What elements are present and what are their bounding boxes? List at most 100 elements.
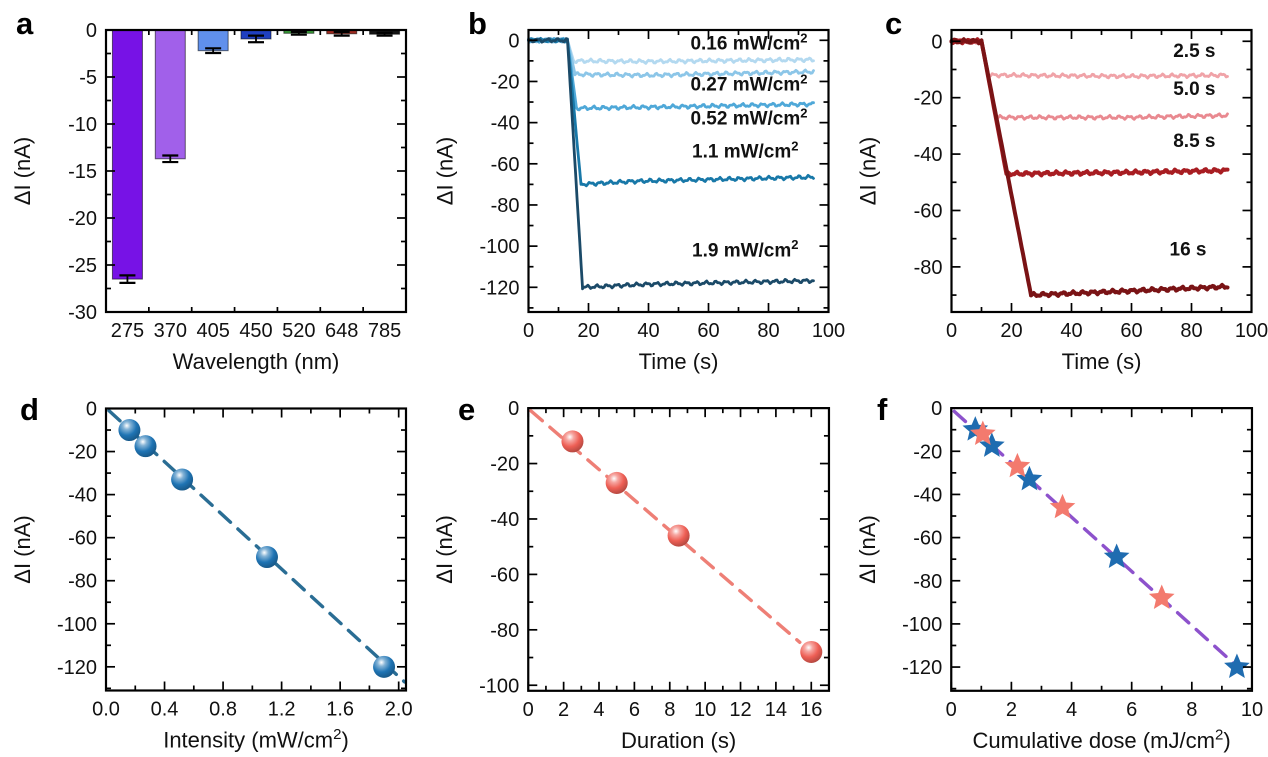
svg-text:0: 0 — [523, 320, 534, 342]
fit-line — [107, 408, 407, 684]
trace-0 — [950, 38, 1229, 80]
svg-text:0: 0 — [508, 30, 519, 52]
star-point — [1103, 543, 1130, 569]
svg-text:-40: -40 — [914, 144, 943, 166]
bar-series — [111, 29, 401, 284]
panel-e: e 0 2 4 6 8 10 12 14 16 0 -20 -40 -60 -80 -100 Duration… — [422, 378, 845, 757]
axes: 0 2 4 6 8 10 12 14 16 0 -20 -40 -60 -80 -100 Duration (… — [432, 398, 831, 753]
svg-text:ΔI (nA): ΔI (nA) — [855, 515, 880, 584]
svg-text:ΔI (nA): ΔI (nA) — [10, 515, 35, 583]
svg-text:100: 100 — [812, 320, 845, 342]
svg-text:-25: -25 — [68, 255, 97, 277]
svg-text:-40: -40 — [68, 485, 97, 507]
svg-text:1.9 mW/cm2: 1.9 mW/cm2 — [692, 237, 799, 261]
svg-text:1.2: 1.2 — [268, 699, 296, 721]
axes: 0 2 4 6 8 10 0 -20 -40 -60 -80 -100 -120 Cumulative d… — [855, 398, 1263, 753]
svg-text:6: 6 — [629, 699, 640, 721]
svg-text:10: 10 — [694, 699, 716, 721]
svg-text:ΔI (nA): ΔI (nA) — [10, 137, 35, 205]
svg-text:-100: -100 — [479, 675, 519, 697]
svg-text:-15: -15 — [68, 161, 97, 183]
panel-b: b 0.16 mW/cm2 0.27 mW/cm2 0.52 mW/cm2 1.1 m… — [422, 0, 845, 378]
svg-text:14: 14 — [765, 699, 787, 721]
svg-text:0: 0 — [931, 31, 942, 53]
svg-text:16 s: 16 s — [1170, 240, 1207, 261]
svg-text:-40: -40 — [913, 484, 942, 506]
svg-text:785: 785 — [368, 320, 401, 342]
scatter-series — [107, 408, 407, 684]
panel-f-scatter-chart: 0 2 4 6 8 10 0 -20 -40 -60 -80 -100 -120 Cumulative d… — [855, 398, 1263, 753]
svg-text:60: 60 — [697, 320, 719, 342]
panel-a-bar-chart: 275 370 405 450 520 648 785 0 -5 -10 -15 -20 -25 -30 W… — [10, 20, 408, 374]
axes: 0 20 40 60 80 100 0 -20 -40 -60 -80 -100 -120 Time (s… — [433, 28, 845, 374]
data-point — [800, 640, 823, 664]
data-point — [605, 471, 628, 494]
svg-text:-60: -60 — [914, 200, 943, 222]
svg-text:80: 80 — [757, 320, 779, 342]
axes: 0 20 40 60 80 100 0 -20 -40 -60 -80 Time (s) ΔI (nA) — [856, 28, 1268, 374]
trace-2 — [527, 37, 815, 112]
svg-text:0: 0 — [508, 398, 519, 420]
svg-text:-5: -5 — [79, 67, 97, 89]
panel-c: c 2.5 s 5.0 s 8.5 s 16 s 0 20 40 60 80 100 0 -20 -40… — [845, 0, 1268, 378]
svg-text:2.5 s: 2.5 s — [1173, 41, 1215, 62]
svg-text:1.1 mW/cm2: 1.1 mW/cm2 — [692, 138, 799, 162]
svg-text:6: 6 — [1126, 699, 1137, 721]
svg-text:-80: -80 — [914, 257, 943, 279]
data-point — [255, 546, 278, 569]
axes: 275 370 405 450 520 648 785 0 -5 -10 -15 -20 -25 -30 W… — [10, 20, 408, 374]
star-point — [979, 432, 1005, 457]
svg-text:60: 60 — [1120, 320, 1142, 342]
svg-text:100: 100 — [1235, 320, 1268, 342]
panel-c-traces-chart: 2.5 s 5.0 s 8.5 s 16 s 0 20 40 60 80 100 0 -20 -40 -6… — [856, 28, 1268, 374]
scatter-series — [529, 409, 823, 664]
star-point — [969, 420, 996, 446]
trace-3 — [949, 37, 1230, 299]
svg-text:5.0 s: 5.0 s — [1173, 79, 1215, 100]
svg-text:8: 8 — [664, 699, 675, 721]
svg-text:648: 648 — [325, 320, 358, 342]
svg-text:275: 275 — [111, 320, 144, 342]
svg-text:2: 2 — [558, 699, 569, 721]
svg-text:-100: -100 — [57, 614, 97, 636]
svg-text:0: 0 — [946, 699, 957, 721]
svg-text:0: 0 — [86, 20, 97, 42]
svg-text:-60: -60 — [913, 528, 942, 550]
panel-a: a 275 370 405 450 520 648 785 0 -5 -10 -15 -20 -25 -3… — [0, 0, 422, 378]
svg-text:8: 8 — [1186, 699, 1197, 721]
svg-text:0.16 mW/cm2: 0.16 mW/cm2 — [690, 30, 807, 54]
svg-text:ΔI (nA): ΔI (nA) — [433, 137, 458, 205]
svg-text:0.0: 0.0 — [92, 699, 120, 721]
bar-275nm — [111, 29, 143, 280]
svg-text:ΔI (nA): ΔI (nA) — [432, 515, 457, 584]
panel-e-scatter-chart: 0 2 4 6 8 10 12 14 16 0 -20 -40 -60 -80 -100 Duration (… — [432, 398, 831, 753]
svg-text:-20: -20 — [68, 208, 97, 230]
svg-text:370: 370 — [154, 320, 187, 342]
panel-e-letter: e — [458, 392, 476, 427]
svg-text:40: 40 — [1060, 320, 1082, 342]
svg-text:Cumulative dose (mJ/cm2): Cumulative dose (mJ/cm2) — [972, 727, 1230, 753]
svg-text:450: 450 — [239, 320, 272, 342]
svg-text:Time (s): Time (s) — [1062, 349, 1142, 374]
star-point — [1049, 493, 1076, 519]
svg-text:4: 4 — [593, 699, 604, 721]
svg-text:4: 4 — [1066, 699, 1077, 721]
svg-text:-40: -40 — [490, 509, 519, 531]
svg-text:Intensity (mW/cm2): Intensity (mW/cm2) — [163, 726, 349, 752]
trace-4 — [527, 37, 815, 291]
svg-text:ΔI (nA): ΔI (nA) — [856, 137, 881, 205]
svg-text:-120: -120 — [902, 657, 942, 679]
data-point — [667, 524, 690, 547]
svg-text:0.52 mW/cm2: 0.52 mW/cm2 — [690, 105, 807, 129]
svg-text:0: 0 — [86, 399, 97, 421]
star-point — [1148, 584, 1175, 609]
svg-text:-20: -20 — [913, 441, 942, 463]
svg-text:20: 20 — [1000, 320, 1022, 342]
panel-d-letter: d — [20, 392, 39, 427]
svg-text:20: 20 — [577, 320, 599, 342]
svg-text:-60: -60 — [490, 564, 519, 586]
trace-3 — [527, 36, 815, 188]
svg-text:-60: -60 — [68, 528, 97, 550]
scatter-series — [952, 409, 1250, 678]
